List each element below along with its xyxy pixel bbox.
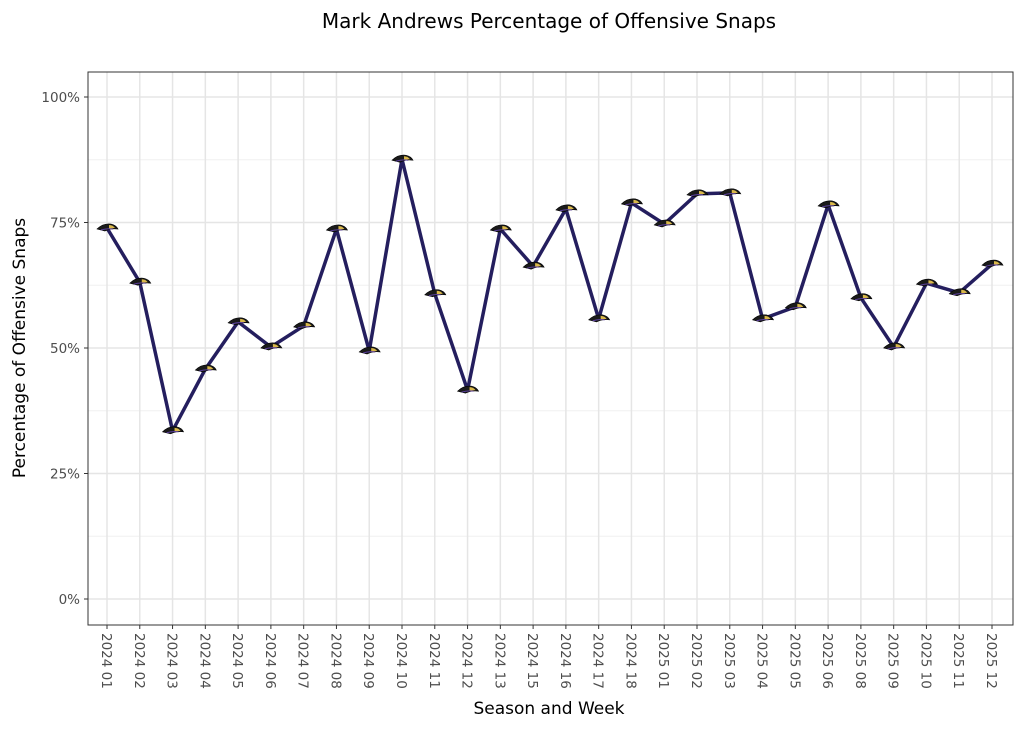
x-tick-label: 2024 15 [524,633,540,689]
y-tick-label: 100% [41,90,80,106]
ravens-logo-icon [260,342,283,351]
x-tick-label: 2025 04 [754,633,770,689]
x-tick-label: 2024 09 [360,633,376,689]
ravens-logo-icon [719,188,742,197]
ravens-logo-icon [751,314,775,323]
y-tick-label: 75% [50,216,80,232]
x-tick-label: 2024 16 [557,633,573,689]
x-tick-label: 2025 06 [819,633,835,689]
y-tick-label: 50% [50,341,80,357]
y-tick-label: 25% [50,467,80,483]
ravens-logo-icon [194,364,217,373]
ravens-logo-icon [850,293,873,302]
ravens-logo-icon [424,289,447,298]
ravens-logo-icon [555,204,578,213]
x-tick-label: 2025 01 [655,633,671,689]
ravens-logo-icon [227,317,250,326]
ravens-logo-icon [456,385,480,394]
ravens-logo-icon [620,198,643,207]
x-tick-label: 2024 01 [98,633,114,689]
x-tick-label: 2025 08 [852,633,868,689]
ravens-logo-icon [588,314,611,323]
x-tick-label: 2024 10 [393,633,409,689]
x-tick-label: 2024 05 [229,633,245,689]
ravens-logo-icon [686,189,709,198]
y-tick-label: 0% [59,592,81,608]
ravens-logo-icon [522,261,545,270]
x-tick-label: 2024 07 [295,633,311,689]
ravens-logo-icon [293,321,316,330]
x-tick-label: 2025 02 [688,633,704,689]
x-axis-label: Season and Week [473,699,624,719]
ravens-logo-icon [96,223,119,232]
x-tick-label: 2024 13 [491,633,507,689]
x-tick-label: 2024 08 [327,633,343,689]
x-tick-label: 2025 10 [917,633,933,689]
series-line [105,157,994,433]
x-tick-label: 2025 05 [786,633,802,689]
x-tick-label: 2024 11 [426,633,442,689]
chart-title: Mark Andrews Percentage of Offensive Sna… [322,9,776,33]
ravens-logo-icon [817,200,840,209]
x-tick-label: 2025 11 [950,633,966,689]
ravens-logo-icon [784,302,807,311]
x-tick-label: 2025 12 [983,633,999,689]
x-tick-label: 2024 04 [196,633,212,689]
ravens-logo-icon [883,342,906,351]
x-tick-label: 2024 17 [590,633,606,689]
x-tick-label: 2024 18 [622,633,638,689]
x-tick-label: 2024 02 [131,633,147,689]
y-axis-label: Percentage of Offensive Snaps [10,218,30,478]
ravens-logo-icon [325,224,348,233]
ravens-logo-icon [358,346,381,355]
ravens-logo-icon [129,277,152,286]
x-tick-label: 2025 09 [885,633,901,689]
ravens-logo-icon [489,224,512,233]
x-tick-label: 2024 03 [164,633,180,689]
x-tick-label: 2024 06 [262,633,278,689]
ravens-logo-icon [653,219,676,228]
ravens-logo-icon [981,259,1004,268]
ravens-logo-icon [915,278,938,287]
ravens-logo-icon [948,288,971,297]
ravens-logo-icon [391,154,414,163]
x-tick-label: 2025 03 [721,633,737,689]
ravens-logo-icon [161,426,185,435]
x-tick-label: 2024 12 [459,633,475,689]
